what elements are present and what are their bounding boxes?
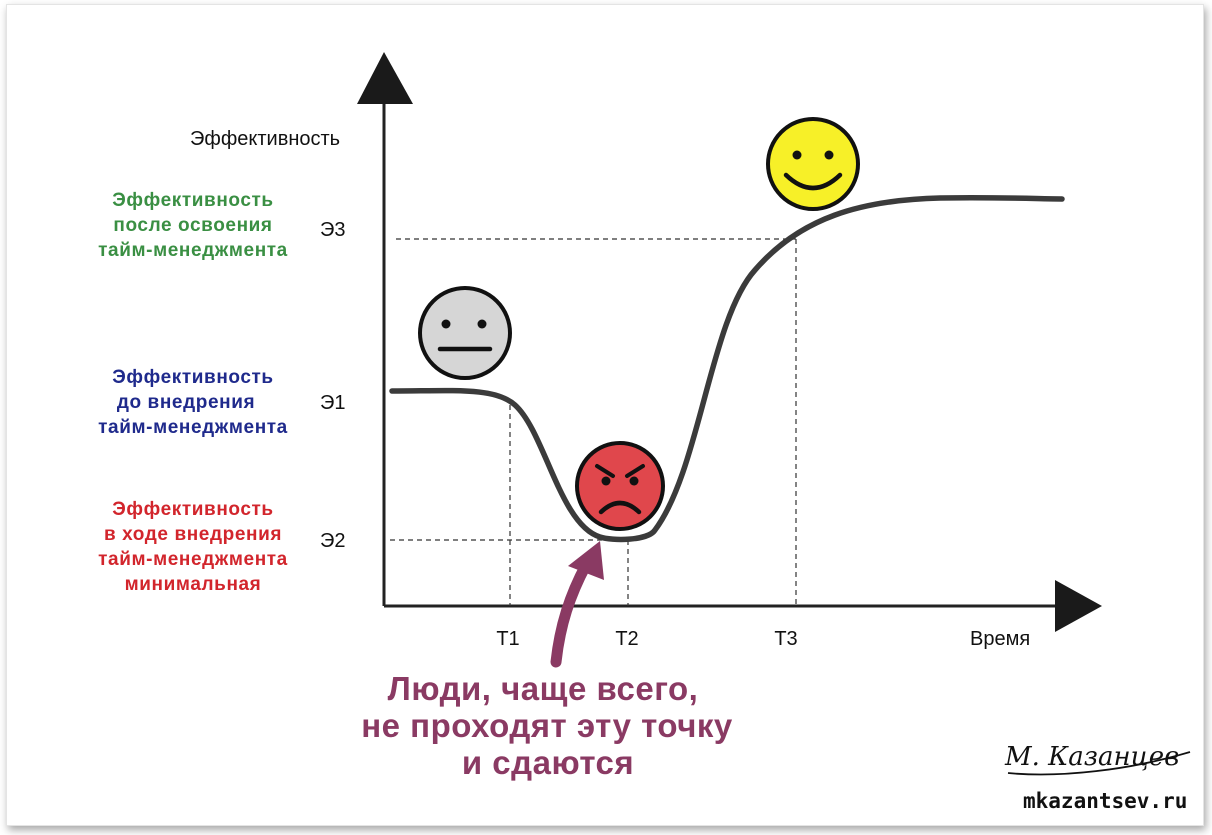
description-during-line: Эффективность [112, 499, 273, 520]
angry-face-icon [575, 441, 665, 531]
level-e1-label: Э1 [320, 392, 346, 414]
level-e2-label: Э2 [320, 530, 346, 552]
neutral-face-icon [418, 286, 512, 380]
description-during-line: тайм-менеджмента [98, 549, 288, 570]
description-during-line: в ходе внедрения [104, 524, 282, 545]
level-e3-label: Э3 [320, 219, 346, 241]
image-frame [6, 4, 1204, 826]
annotation-arrow-icon [550, 541, 604, 668]
guide-lines [390, 238, 797, 606]
author-signature: М. Казанцев [1004, 742, 1191, 776]
description-before-line: до внедрения [117, 392, 255, 413]
description-before: Эффективность до внедрения тайм-менеджме… [98, 367, 288, 438]
x-axis-label: Время [970, 628, 1030, 650]
description-after-line: тайм-менеджмента [98, 240, 288, 261]
y-axis-label: Эффективность [190, 128, 340, 150]
annotation-line: и сдаются [462, 744, 634, 781]
time-t1-label: Т1 [496, 628, 519, 650]
description-during: Эффективность в ходе внедрения тайм-мене… [98, 499, 288, 595]
description-before-line: тайм-менеджмента [98, 417, 288, 438]
efficiency-curve [389, 194, 1065, 543]
description-after: Эффективность после освоения тайм-менедж… [98, 190, 288, 261]
description-after-line: после освоения [113, 215, 272, 236]
annotation-text: Люди, чаще всего, не проходят эту точку … [361, 670, 733, 781]
time-t3-label: Т3 [774, 628, 797, 650]
author-website: mkazantsev.ru [1023, 789, 1187, 813]
description-before-line: Эффективность [112, 367, 273, 388]
time-t2-label: Т2 [615, 628, 638, 650]
annotation-line: не проходят эту точку [361, 707, 733, 744]
y-axis-arrow-icon [357, 52, 413, 104]
x-axis-arrow-icon [1055, 580, 1102, 632]
description-during-line: минимальная [125, 574, 262, 595]
annotation-line: Люди, чаще всего, [388, 670, 699, 707]
happy-face-icon [766, 117, 860, 211]
signature-text: М. Казанцев [1004, 742, 1179, 772]
description-after-line: Эффективность [112, 190, 273, 211]
